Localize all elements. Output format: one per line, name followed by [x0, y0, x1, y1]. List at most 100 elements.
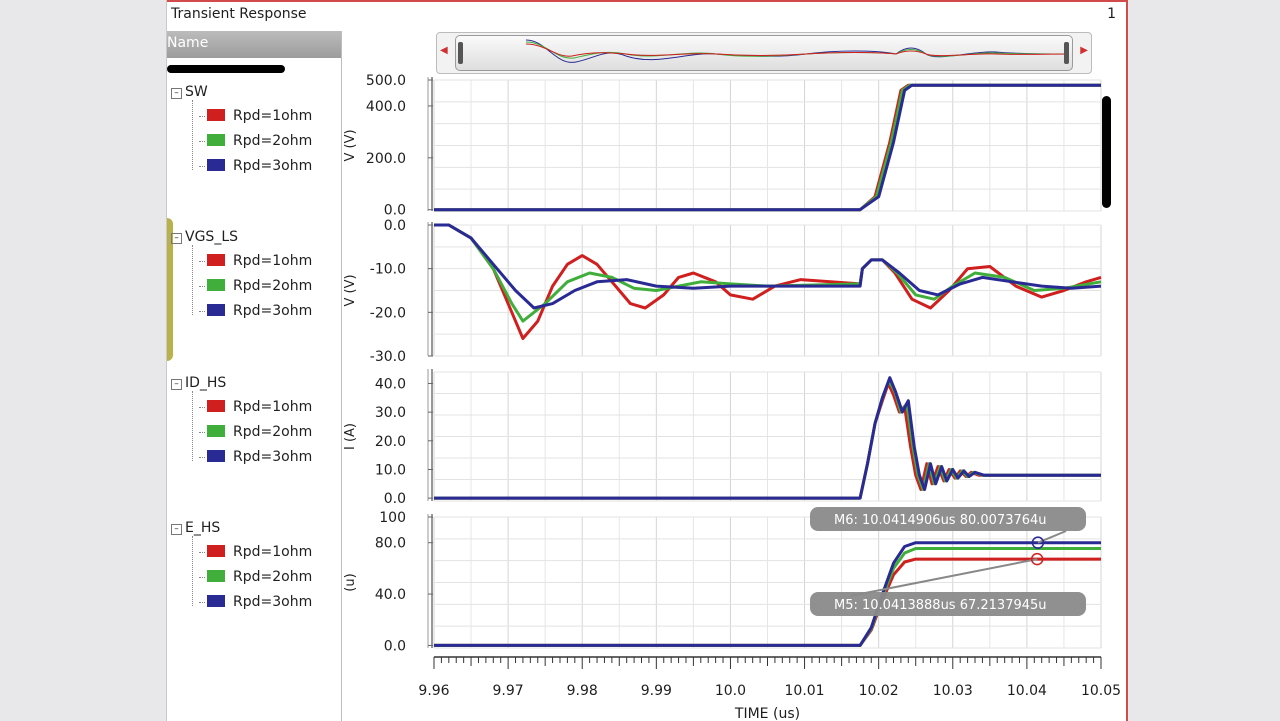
zoom-scrollbar-thumb[interactable]: [455, 35, 1073, 71]
scroll-left-icon[interactable]: ◀: [440, 45, 448, 56]
signal-item[interactable]: Rpd=1ohm: [199, 253, 312, 269]
y-tick-label: 40.0: [375, 376, 406, 392]
marker-point-m6[interactable]: [1031, 536, 1045, 549]
series-line-vgs-ls-3: [434, 223, 1102, 310]
x-tick-label: 9.96: [418, 683, 449, 699]
y-tick-label: 100: [379, 510, 406, 526]
signal-item[interactable]: Rpd=2ohm: [199, 133, 312, 149]
series-color-swatch: [207, 254, 225, 266]
series-line-vgs-ls-2: [434, 223, 1102, 323]
waveform-window: Transient Response 1 Name – SW Rpd=1ohm Rpd…: [166, 0, 1128, 721]
x-tick-label: 9.98: [567, 683, 598, 699]
x-tick-label: 10.03: [933, 683, 973, 699]
signal-item-label: Rpd=3ohm: [233, 594, 313, 610]
y-tick-label: -10.0: [370, 262, 406, 278]
x-tick-label: 10.04: [1007, 683, 1047, 699]
y-tick-label: 400.0: [366, 99, 406, 115]
signal-item[interactable]: Rpd=1ohm: [199, 399, 312, 415]
series-color-swatch: [207, 109, 225, 121]
signal-item-label: Rpd=2ohm: [233, 424, 313, 440]
y-tick-label: 40.0: [375, 587, 406, 603]
signal-item[interactable]: Rpd=3ohm: [199, 594, 312, 610]
marker-leader-line: [849, 558, 1038, 597]
y-axis-label: V (V): [343, 129, 358, 161]
signal-group-header[interactable]: – E_HS: [171, 520, 220, 536]
signal-group-header[interactable]: – ID_HS: [171, 375, 226, 391]
signal-item-label: Rpd=1ohm: [233, 253, 313, 269]
signal-group-name: E_HS: [185, 520, 221, 536]
signal-item[interactable]: Rpd=1ohm: [199, 544, 312, 560]
tree-guide: [192, 245, 203, 315]
series-color-swatch: [207, 545, 225, 557]
selection-highlight: [167, 65, 285, 73]
y-axis-label: V (V): [343, 274, 358, 306]
group-selection-marker: [167, 218, 173, 361]
series-line-e-hs-3: [434, 541, 1101, 647]
collapse-icon[interactable]: –: [171, 233, 182, 244]
signal-item-label: Rpd=3ohm: [233, 449, 313, 465]
signal-item[interactable]: Rpd=2ohm: [199, 278, 312, 294]
y-tick-label: -30.0: [370, 349, 406, 365]
series-color-swatch: [207, 595, 225, 607]
y-tick-label: 500.0: [366, 73, 406, 89]
x-tick-label: 9.99: [641, 683, 672, 699]
signal-item-label: Rpd=1ohm: [233, 544, 313, 560]
series-color-swatch: [207, 159, 225, 171]
x-tick-label: 10.01: [785, 683, 825, 699]
series-line-vgs-ls-1: [434, 223, 1102, 340]
x-tick-label: 10.0: [715, 683, 746, 699]
active-window-border: [167, 0, 1126, 2]
scroll-right-icon[interactable]: ▶: [1080, 45, 1088, 56]
vertical-scroll-thumb[interactable]: [1102, 96, 1111, 208]
y-tick-label: 0.0: [384, 638, 406, 654]
series-color-swatch: [207, 134, 225, 146]
signal-item[interactable]: Rpd=3ohm: [199, 158, 312, 174]
x-axis-label: TIME (us): [734, 706, 800, 721]
y-tick-label: 20.0: [375, 434, 406, 450]
x-tick-label: 10.05: [1081, 683, 1121, 699]
signal-item-label: Rpd=2ohm: [233, 133, 313, 149]
collapse-icon[interactable]: –: [171, 524, 182, 535]
signal-item-label: Rpd=3ohm: [233, 158, 313, 174]
signal-group-header[interactable]: – SW: [171, 84, 208, 100]
signal-item[interactable]: Rpd=2ohm: [199, 569, 312, 585]
signal-item[interactable]: Rpd=2ohm: [199, 424, 312, 440]
signal-item[interactable]: Rpd=3ohm: [199, 303, 312, 319]
marker-label-m5: M5: 10.0413888us 67.2137945u: [834, 598, 1047, 613]
series-color-swatch: [207, 425, 225, 437]
collapse-icon[interactable]: –: [171, 379, 182, 390]
y-axis-label: I (A): [343, 423, 358, 450]
marker-point-m5[interactable]: [1030, 552, 1044, 566]
y-tick-label: 0.0: [384, 203, 406, 219]
signal-item-label: Rpd=1ohm: [233, 399, 313, 415]
marker-label-box[interactable]: [810, 507, 1086, 531]
column-header-name[interactable]: Name: [167, 31, 341, 58]
series-color-swatch: [207, 450, 225, 462]
tree-guide: [192, 100, 203, 170]
signal-group-header[interactable]: – VGS_LS: [171, 229, 238, 245]
signal-item-label: Rpd=2ohm: [233, 278, 313, 294]
x-tick-label: 10.02: [859, 683, 899, 699]
marker-label-box[interactable]: [810, 592, 1086, 616]
tree-guide: [192, 536, 203, 606]
y-tick-label: 10.0: [375, 462, 406, 478]
zoom-scrollbar[interactable]: ◀ ▶: [436, 32, 1092, 74]
signal-group-name: VGS_LS: [185, 229, 238, 245]
collapse-icon[interactable]: –: [171, 88, 182, 99]
y-tick-label: 200.0: [366, 151, 406, 167]
signal-item[interactable]: Rpd=1ohm: [199, 108, 312, 124]
signal-group-name: ID_HS: [185, 375, 227, 391]
y-tick-label: -20.0: [370, 305, 406, 321]
signal-item-label: Rpd=1ohm: [233, 108, 313, 124]
y-tick-label: 80.0: [375, 536, 406, 552]
tree-guide: [192, 391, 203, 461]
left-handle[interactable]: [458, 42, 463, 64]
signal-item[interactable]: Rpd=3ohm: [199, 449, 312, 465]
signal-item-label: Rpd=3ohm: [233, 303, 313, 319]
series-color-swatch: [207, 400, 225, 412]
marker-leader-line: [1037, 530, 1067, 544]
right-handle[interactable]: [1064, 42, 1069, 64]
waveform-plot-area: 500.0 400.0 200.0 0.0 V (V) 0.0 -10.0 -20.0 -30.…: [343, 73, 1121, 721]
series-line-id-hs-3: [434, 376, 1101, 500]
panel-number: 1: [1107, 6, 1116, 22]
